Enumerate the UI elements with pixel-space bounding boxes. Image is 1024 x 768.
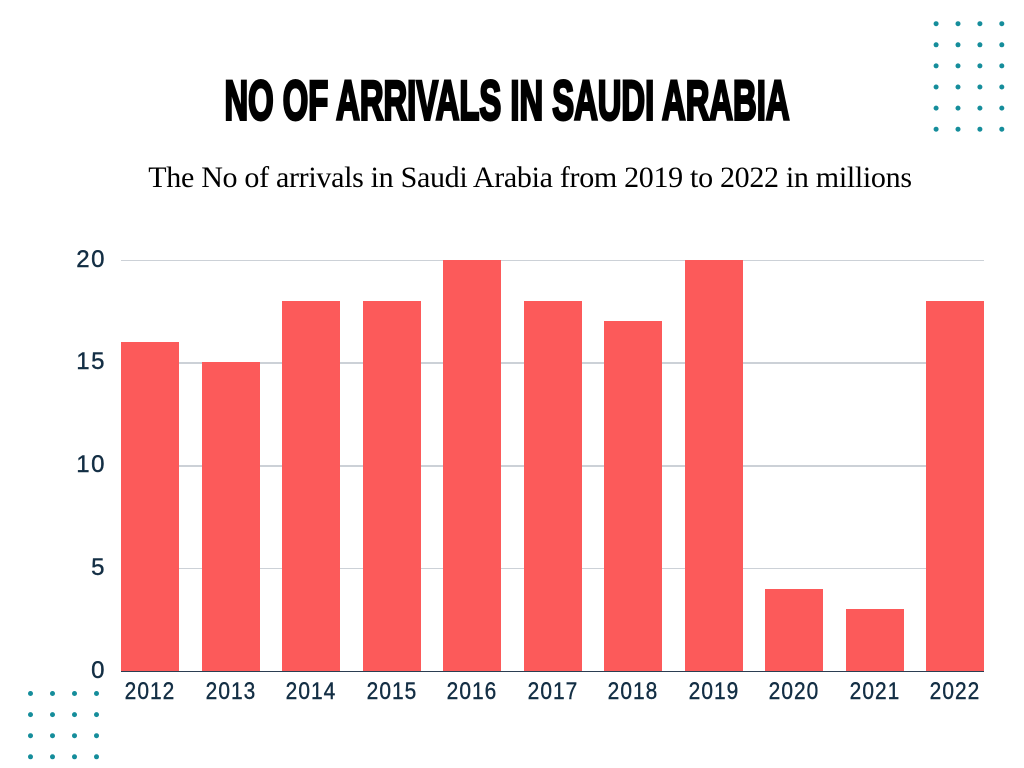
- svg-text:NO OF ARRIVALS IN SAUDI ARABIA: NO OF ARRIVALS IN SAUDI ARABIA: [225, 69, 790, 132]
